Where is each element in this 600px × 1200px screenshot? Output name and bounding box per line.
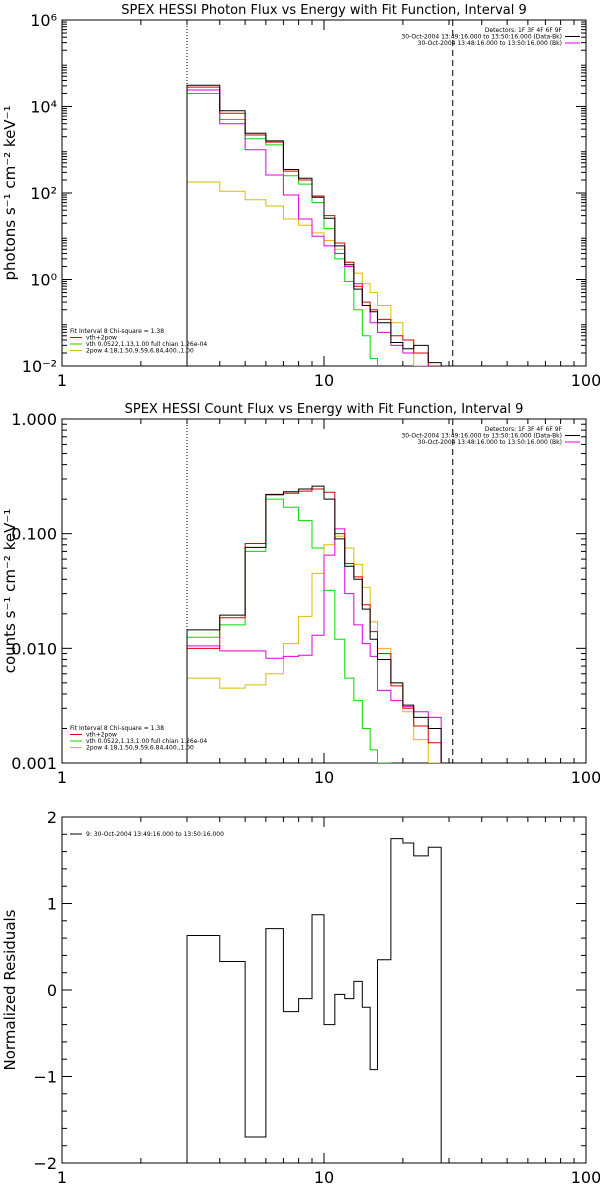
y-tick-label: −2 — [33, 1154, 57, 1173]
x-tick-label: 1 — [57, 371, 67, 390]
chart-title: SPEX HESSI Count Flux vs Energy with Fit… — [125, 402, 524, 417]
chart-panel-2: SPEX HESSI Count Flux vs Energy with Fit… — [1, 402, 600, 787]
legend-entry: Fit Interval 8 Chi-square = 1.38 — [70, 328, 164, 335]
series-data — [186, 485, 442, 763]
x-tick-label: 1 — [57, 768, 67, 787]
chart-panel-3: Normalized Residuals 1 10 100 −2 −1 0 1 2 9: 30-O… — [1, 808, 600, 1187]
x-tick-label: 100 — [571, 768, 600, 787]
series-data — [186, 84, 442, 366]
info-line: 30-Oct-2004 13:48:16.000 to 13:50:16.000… — [418, 439, 562, 446]
y-axis-label: photons s⁻¹ cm⁻² keV⁻¹ — [1, 106, 19, 281]
legend-entry: 9: 30-Oct-2004 13:49:16.000 to 13:50:16.… — [86, 831, 224, 838]
info-line: Detectors: 1F 3F 4F 6F 9F — [485, 426, 563, 433]
legend-entry: 2pow 4.18,1.50,9.59,6.84,400.,1.00 — [86, 745, 194, 752]
x-tick-label: 10 — [314, 768, 334, 787]
legend-entry: vth+2pow — [86, 732, 117, 739]
y-tick-label: 1 — [47, 895, 57, 914]
y-tick-label: 10² — [30, 184, 57, 203]
x-tick-label: 100 — [571, 1168, 600, 1187]
x-tick-label: 1 — [57, 1168, 67, 1187]
info-line: 30-Oct-2004 13:48:16.000 to 13:50:16.000… — [418, 40, 562, 47]
legend-entry: Fit Interval 8 Chi-square = 1.38 — [70, 725, 164, 732]
y-tick-label: 0.010 — [11, 639, 57, 658]
y-tick-label: 10⁻² — [22, 357, 57, 376]
legend-entry: vth 0.0522,1.13,1.00 full chian 1.26e-04 — [86, 738, 207, 745]
series-bk — [186, 528, 442, 763]
x-tick-label: 10 — [314, 1168, 334, 1187]
y-tick-label: 10⁰ — [30, 271, 57, 290]
info-line: Detectors: 1F 3F 4F 6F 9F — [485, 27, 563, 34]
y-tick-label: 10⁴ — [30, 98, 57, 117]
y-tick-label: 0 — [47, 981, 57, 1000]
info-line: 30-Oct-2004 13:49:16.000 to 13:50:16.000… — [401, 34, 562, 41]
y-tick-label: 0.100 — [11, 525, 57, 544]
series-vth — [186, 498, 392, 763]
series-vth-2pow — [186, 488, 442, 763]
y-tick-label: −1 — [33, 1068, 57, 1087]
legend-entry: vth 0.0522,1.13,1.00 full chian 1.26e-04 — [86, 341, 207, 348]
x-tick-label: 100 — [571, 371, 600, 390]
series-vth — [186, 92, 378, 366]
y-tick-label: 2 — [47, 808, 57, 827]
series-two-pow — [186, 181, 429, 366]
info-line: 30-Oct-2004 13:49:16.000 to 13:50:16.000… — [401, 433, 562, 440]
legend-entry: 2pow 4.18,1.50,9.59,6.84,400.,1.00 — [86, 348, 194, 355]
y-tick-label: 1.000 — [11, 410, 57, 429]
chart-title: SPEX HESSI Photon Flux vs Energy with Fi… — [121, 3, 527, 18]
y-axis-label: Normalized Residuals — [1, 909, 19, 1070]
y-tick-label: 10⁶ — [30, 11, 57, 30]
chart-panel-1: SPEX HESSI Photon Flux vs Energy with Fi… — [1, 3, 600, 390]
plot-frame — [61, 19, 587, 367]
x-tick-label: 10 — [314, 371, 334, 390]
y-tick-label: 0.001 — [11, 754, 57, 773]
legend-entry: vth+2pow — [86, 335, 117, 342]
series-data — [186, 838, 442, 1163]
y-axis-label: counts s⁻¹ cm⁻² keV⁻¹ — [1, 509, 19, 674]
